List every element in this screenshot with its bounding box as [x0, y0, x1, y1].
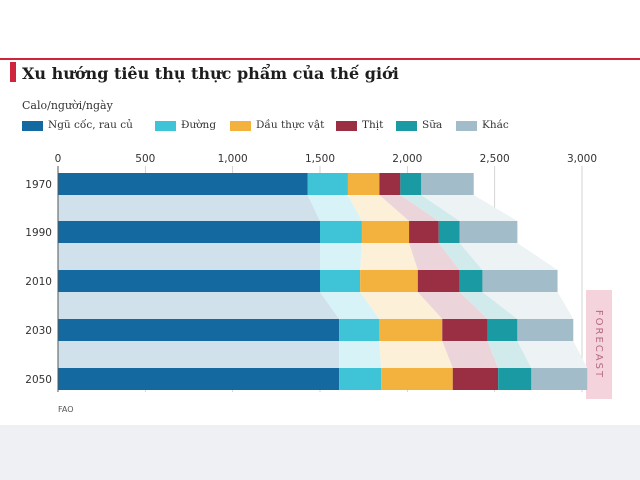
- legend-label: Khác: [482, 119, 509, 131]
- connector-band: [417, 292, 488, 319]
- bar-segment: [58, 270, 320, 292]
- chart-title: Xu hướng tiêu thụ thực phẩm của thế giới: [22, 64, 399, 83]
- connector-band: [360, 292, 443, 319]
- connector-band: [320, 243, 362, 270]
- forecast-band: [586, 290, 612, 399]
- connector-band: [320, 292, 380, 319]
- connector-band: [409, 243, 460, 270]
- legend-swatch: [230, 121, 251, 131]
- legend-swatch: [456, 121, 477, 131]
- bar-segment: [320, 270, 361, 292]
- legend-label: Dầu thực vật: [256, 119, 325, 131]
- bar-segment: [379, 319, 443, 341]
- y-tick-label: 2050: [25, 374, 52, 386]
- bar-segment: [482, 270, 558, 292]
- bar-segment: [307, 173, 348, 195]
- x-tick-label: 1,500: [305, 153, 335, 165]
- x-tick-label: 2,000: [392, 153, 422, 165]
- bar-segment: [409, 221, 439, 243]
- bar-segment: [459, 221, 518, 243]
- bar-segment: [347, 173, 380, 195]
- connector-band: [379, 341, 453, 368]
- source-note: FAO: [58, 405, 74, 414]
- y-tick-label: 2010: [25, 276, 52, 288]
- bar-segment: [381, 368, 453, 390]
- chart-subtitle: Calo/người/ngày: [22, 99, 113, 112]
- forecast-label: FORECAST: [593, 310, 604, 379]
- bar-segment: [438, 221, 460, 243]
- connector-band: [400, 195, 460, 221]
- connector-band: [438, 243, 483, 270]
- bar-segment: [339, 368, 382, 390]
- connector-band: [339, 341, 382, 368]
- bar-segment: [58, 319, 340, 341]
- bar-segment: [361, 221, 410, 243]
- legend-label: Thịt: [362, 119, 384, 131]
- bar-segment: [360, 270, 418, 292]
- bar-segment: [339, 319, 380, 341]
- legend-swatch: [22, 121, 43, 131]
- bar-segment: [498, 368, 532, 390]
- legend-label: Đường: [181, 119, 217, 131]
- bar-segment: [452, 368, 499, 390]
- connector-band: [58, 243, 320, 270]
- bar-segment: [531, 368, 588, 390]
- bar-segment: [487, 319, 518, 341]
- bar-segment: [320, 221, 362, 243]
- connector-band: [487, 341, 532, 368]
- connector-band: [482, 292, 574, 319]
- stacked-bar-chart: FORECAST 0 500 1,000 1,500 2,000 2,500 3,000 197…: [25, 153, 612, 399]
- connector-band: [58, 195, 320, 221]
- connector-band: [360, 243, 418, 270]
- connector-band: [58, 341, 340, 368]
- x-tick-label: 2,500: [480, 153, 510, 165]
- bar-segment: [517, 319, 574, 341]
- bar-segment: [58, 221, 320, 243]
- header-accent-mark: [10, 62, 16, 82]
- connector-band: [517, 341, 588, 368]
- bar-segment: [400, 173, 422, 195]
- x-tick-label: 3,000: [567, 153, 597, 165]
- y-tick-label: 2030: [25, 325, 52, 337]
- bar-segment: [417, 270, 460, 292]
- bar-segment: [442, 319, 488, 341]
- connector-band: [379, 195, 439, 221]
- x-tick-label: 1,000: [218, 153, 248, 165]
- legend-swatch: [155, 121, 176, 131]
- bar-segment: [459, 270, 483, 292]
- y-tick-label: 1970: [25, 179, 52, 191]
- legend-swatch: [396, 121, 417, 131]
- header-rule: [0, 58, 640, 60]
- connector-band: [347, 195, 410, 221]
- x-tick-label: 500: [135, 153, 155, 165]
- connector-band: [421, 195, 518, 221]
- y-tick-label: 1990: [25, 227, 52, 239]
- connector-band: [307, 195, 362, 221]
- x-tick-label: 0: [55, 153, 62, 165]
- connector-band: [459, 243, 558, 270]
- bar-segment: [58, 368, 340, 390]
- connector-band: [442, 341, 499, 368]
- legend-label: Ngũ cốc, rau củ: [48, 119, 133, 131]
- chart-card: Xu hướng tiêu thụ thực phẩm của thế giới…: [0, 0, 640, 425]
- bar-segment: [421, 173, 474, 195]
- connector-band: [58, 292, 340, 319]
- connector-band: [459, 292, 518, 319]
- bar-segment: [58, 173, 308, 195]
- bar-segment: [379, 173, 401, 195]
- legend-swatch: [336, 121, 357, 131]
- legend-label: Sữa: [422, 119, 443, 131]
